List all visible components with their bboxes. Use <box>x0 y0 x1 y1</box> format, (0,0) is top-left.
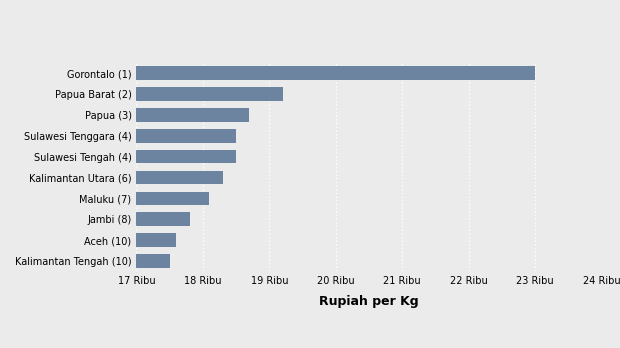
Bar <box>0 87 283 101</box>
Bar <box>0 66 535 80</box>
Bar <box>0 212 190 226</box>
Bar <box>0 129 236 143</box>
Bar <box>0 171 223 184</box>
Bar <box>0 234 176 247</box>
Bar <box>0 108 249 122</box>
X-axis label: Rupiah per Kg: Rupiah per Kg <box>319 295 418 308</box>
Bar <box>0 254 170 268</box>
Bar <box>0 191 210 205</box>
Bar <box>0 150 236 164</box>
